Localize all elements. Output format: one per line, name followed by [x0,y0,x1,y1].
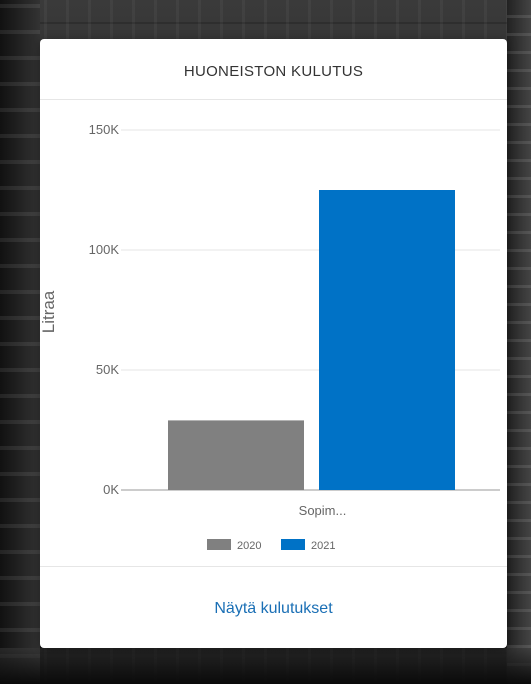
y-axis-label: Litraa [40,290,58,333]
legend-swatch-2020 [207,539,231,550]
chart-container: 0K 50K 100K 150K Litraa Sopim... 2020 2021 [39,100,507,567]
bars [168,190,455,490]
card-header: HUONEISTON KULUTUS [40,39,507,100]
card-footer: Näytä kulutukset [40,566,507,648]
legend: 2020 2021 [207,539,335,552]
consumption-card: HUONEISTON KULUTUS 0K 50K 100K 150K Litraa … [39,39,507,648]
legend-swatch-2021 [281,539,305,550]
y-tick-label: 100K [89,242,120,257]
background-building-right [507,0,531,684]
x-category-label: Sopim... [299,503,347,518]
y-axis-ticks: 0K 50K 100K 150K [89,122,120,497]
y-tick-label: 0K [103,482,119,497]
show-consumption-link[interactable]: Näytä kulutukset [214,599,333,617]
legend-label: 2020 [237,540,261,552]
x-axis-categories: Sopim... [299,503,347,518]
background-ground [0,648,531,684]
background-building-left [0,0,40,684]
legend-label: 2021 [311,540,335,552]
card-title: HUONEISTON KULUTUS [183,62,364,80]
y-tick-label: 50K [96,362,119,377]
bar-chart: 0K 50K 100K 150K Litraa Sopim... 2020 2021 [39,122,500,552]
bar-2020[interactable] [168,420,304,490]
y-tick-label: 150K [89,122,120,137]
bar-2021[interactable] [319,190,455,490]
